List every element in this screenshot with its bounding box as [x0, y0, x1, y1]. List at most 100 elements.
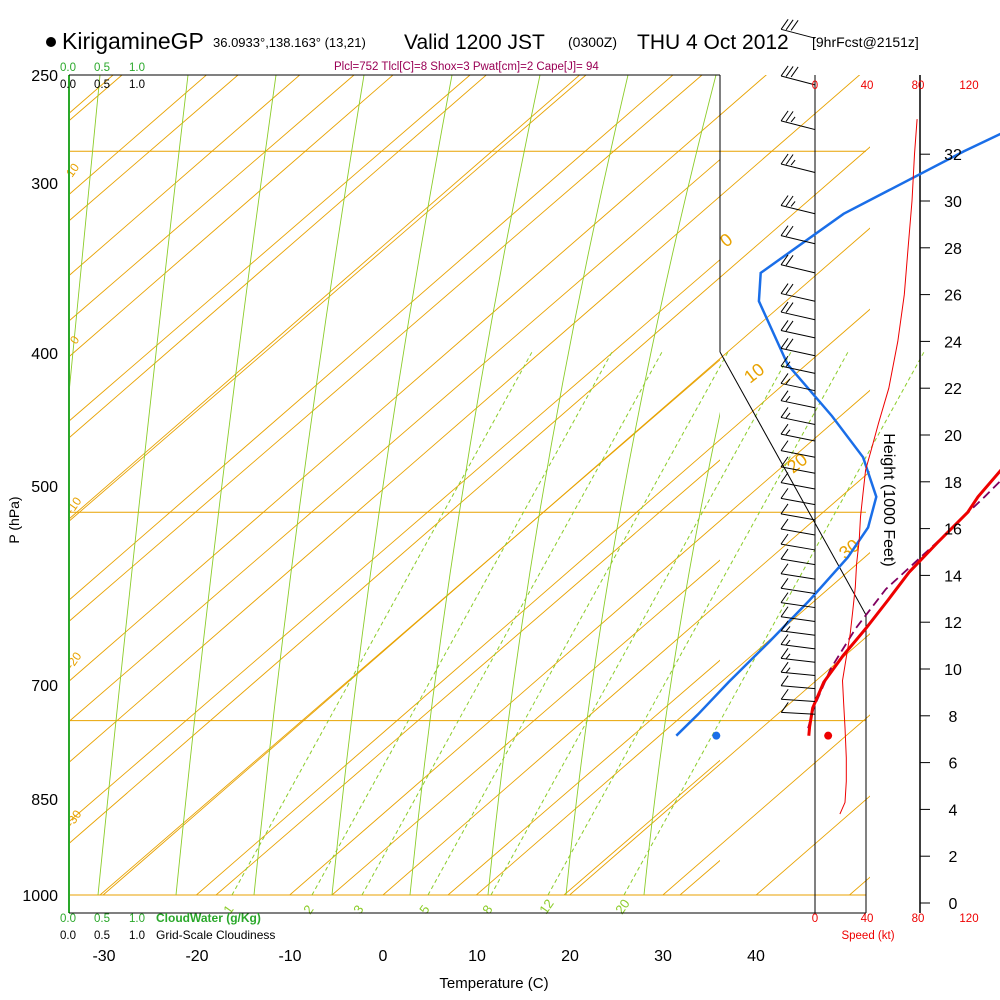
- cloudiness-bottom-tick-2: 1.0: [129, 930, 145, 942]
- wind-barb: [780, 320, 816, 339]
- height-tick-label: 12: [944, 615, 962, 632]
- height-tick-label: 20: [944, 428, 962, 445]
- dry-adiabat: [796, 75, 1000, 895]
- cloudiness-bottom-tick-0: 0.0: [60, 930, 76, 942]
- wind-barb: [780, 110, 816, 131]
- wind-barb: [780, 65, 816, 86]
- moist-adiabat: [565, 75, 717, 895]
- isotherms: [70, 75, 870, 895]
- wind-barb: [780, 373, 816, 392]
- wind-barb: [780, 488, 816, 506]
- wind-barb: [780, 195, 816, 215]
- wind-barb: [780, 648, 816, 663]
- height-tick-label: 24: [944, 334, 962, 351]
- cloudwater-bottom-tick-2: 1.0: [129, 913, 145, 925]
- speed-bottom-tick-120: 120: [959, 913, 978, 925]
- cloudiness-top-tick-2: 1.0: [129, 79, 145, 91]
- speed-bottom-tick-0: 0: [812, 913, 818, 925]
- speed-top-tick-80: 80: [912, 80, 925, 92]
- dry-adiabat: [215, 459, 720, 895]
- cloudiness-bottom-tick-1: 0.5: [94, 930, 110, 942]
- wind-barb: [780, 592, 816, 609]
- height-tick-label: 10: [944, 662, 962, 679]
- mixing-ratio-line: [361, 351, 663, 896]
- wind-barb: [780, 440, 816, 458]
- pressure-tick-250: 250: [31, 68, 58, 85]
- wind-barb: [780, 225, 816, 245]
- cloudwater-bottom-tick-1: 0.5: [94, 913, 110, 925]
- wind-barb: [780, 355, 816, 374]
- wind-barb: [780, 533, 816, 551]
- isotherm--30: [102, 227, 870, 895]
- pressure-axis: 250 300 400 500 700 850 1000 P (hPa): [6, 68, 58, 905]
- wind-barb: [780, 472, 816, 490]
- temp-tick-10: 10: [468, 948, 486, 965]
- dry-adiabat: [70, 75, 471, 421]
- temperature-axis-label: Temperature (C): [439, 975, 548, 992]
- frame: [68, 74, 921, 914]
- mixing-ratio-line: [311, 351, 613, 896]
- isotherm-20: [569, 633, 870, 895]
- mixing-ratio-label: 3: [350, 902, 366, 917]
- moist-adiabat: [175, 75, 277, 895]
- temp-tick-minus20: -20: [185, 948, 208, 965]
- mixing-ratio-line: [623, 351, 925, 896]
- pressure-tick-500: 500: [31, 479, 58, 496]
- wind-barbs: [780, 19, 816, 715]
- isotherm-label: -10: [63, 494, 85, 517]
- isotherm-label: 10: [63, 160, 82, 179]
- moist-adiabat: [487, 75, 629, 895]
- wind-barb: [780, 456, 816, 474]
- dry-adiabat: [70, 158, 720, 722]
- dry-adiabat: [563, 759, 720, 895]
- height-axis: Height (1000 Feet) 024681012141618202224…: [880, 147, 962, 913]
- speed-bottom-tick-80: 80: [912, 913, 925, 925]
- mixing-ratio-line: [490, 351, 792, 896]
- isotherm--120: [70, 75, 208, 195]
- dry-adiabat: [70, 75, 239, 221]
- wind-barb: [780, 620, 816, 636]
- cloudiness-label: Grid-Scale Cloudiness: [156, 928, 275, 942]
- dry-adiabat: [70, 75, 355, 321]
- isotherm-label: 10: [740, 359, 768, 387]
- wind-barb: [780, 688, 816, 703]
- speed-top-tick-0: 0: [812, 80, 818, 92]
- moist-adiabat: [331, 75, 453, 895]
- height-tick-label: 30: [944, 194, 962, 211]
- dry-adiabat: [70, 75, 587, 521]
- moist-adiabat: [97, 75, 189, 895]
- height-axis-label: Height (1000 Feet): [880, 433, 897, 566]
- dewpoint-trace: [675, 132, 1000, 737]
- forecast-info: [9hrFcst@2151z]: [812, 34, 919, 50]
- wind-barb: [780, 518, 816, 536]
- isotherm--40: [70, 146, 870, 844]
- utc-time: (0300Z): [568, 34, 617, 50]
- pressure-tick-700: 700: [31, 678, 58, 695]
- wind-barb: [780, 390, 816, 409]
- station-coords: 36.0933°,138.163° (13,21): [213, 35, 366, 50]
- mixing-ratio-label: 8: [479, 902, 495, 917]
- valid-time: Valid 1200 JST: [404, 31, 545, 54]
- dry-adiabat: [331, 559, 720, 895]
- mixing-ratio-line: [547, 351, 849, 896]
- surface-temperature-marker: [824, 731, 833, 740]
- wind-barb: [780, 577, 816, 594]
- wind-barb: [780, 423, 816, 442]
- mixing-ratio-label: 12: [536, 896, 557, 916]
- isotherm--20: [196, 308, 870, 895]
- wind-barb: [780, 675, 816, 690]
- height-tick-label: 16: [944, 522, 962, 539]
- wind-barb: [780, 702, 816, 715]
- wind-barb: [780, 407, 816, 425]
- height-tick-label: 32: [944, 147, 962, 164]
- height-tick-label: 14: [944, 568, 962, 585]
- isotherm--10: [289, 389, 870, 895]
- wind-barb: [780, 338, 816, 357]
- mixing-ratio-label: 2: [300, 902, 316, 917]
- parcel-trace: [807, 480, 1000, 729]
- isotherm-40: [755, 795, 870, 895]
- isotherm-0: [382, 470, 870, 895]
- stability-indices: Plcl=752 Tlcl[C]=8 Shox=3 Pwat[cm]=2 Cap…: [334, 61, 599, 73]
- dry-adiabat: [70, 75, 123, 121]
